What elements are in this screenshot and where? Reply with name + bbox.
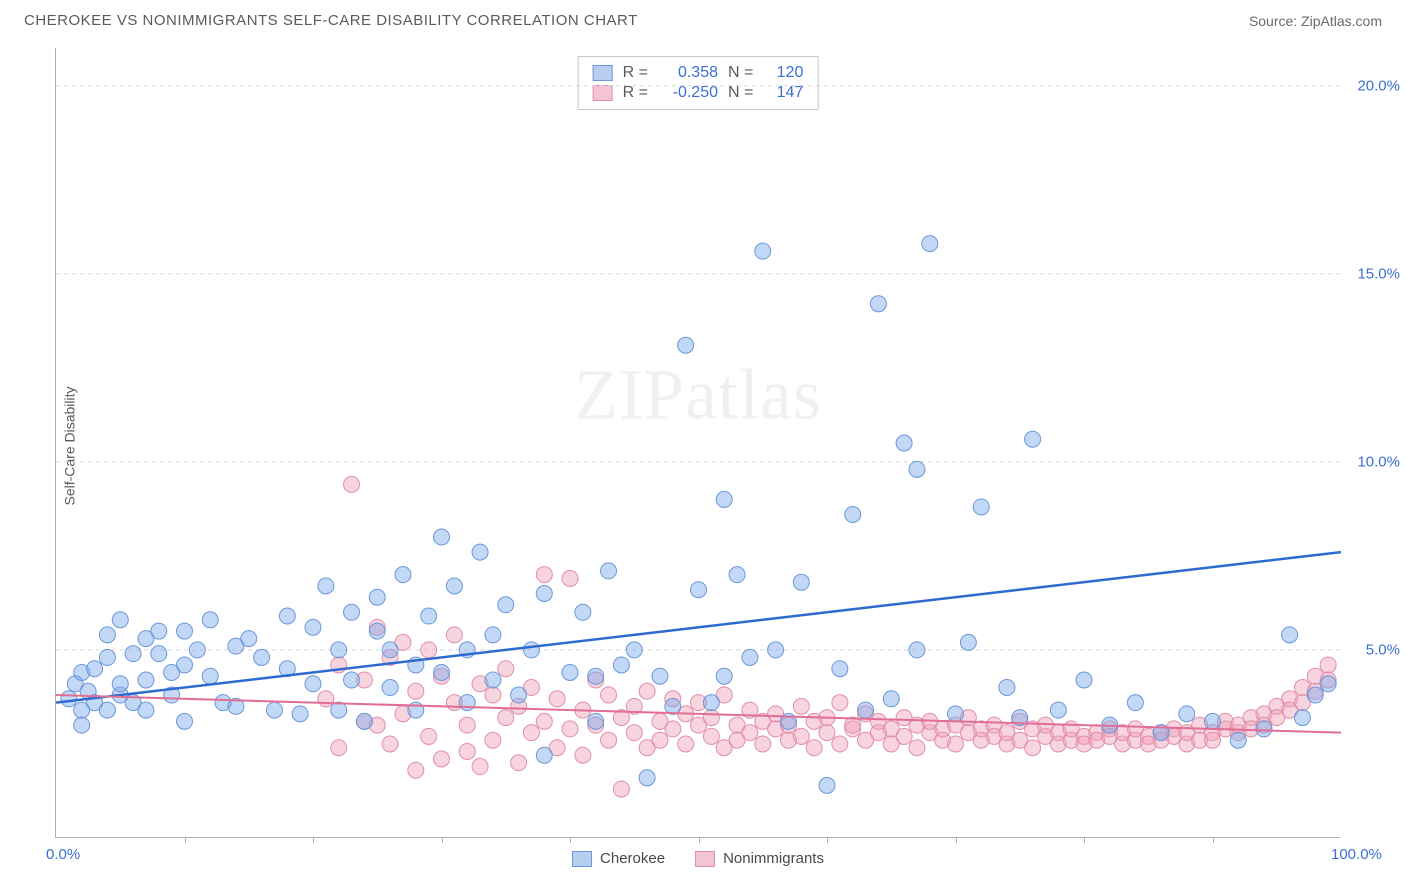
x-tick-mark [570, 837, 571, 843]
x-tick-label: 0.0% [46, 846, 80, 863]
x-tick-mark [699, 837, 700, 843]
scatter-svg [56, 48, 1340, 837]
legend-swatch-cherokee [572, 851, 592, 867]
legend-swatch-nonimmigrants [695, 851, 715, 867]
chart-title: CHEROKEE VS NONIMMIGRANTS SELF-CARE DISA… [24, 12, 638, 29]
chart-source: Source: ZipAtlas.com [1249, 13, 1382, 29]
x-tick-mark [827, 837, 828, 843]
legend-item-nonimmigrants: Nonimmigrants [695, 850, 824, 867]
x-tick-label: 100.0% [1331, 846, 1382, 863]
chart-plot-area: ZIPatlas R = 0.358 N = 120 R = -0.250 N … [55, 48, 1340, 838]
y-tick-label: 5.0% [1366, 641, 1400, 658]
legend-label-cherokee: Cherokee [600, 850, 665, 867]
legend-bottom: Cherokee Nonimmigrants [572, 850, 824, 867]
x-tick-mark [1084, 837, 1085, 843]
y-tick-label: 20.0% [1357, 77, 1400, 94]
x-tick-mark [185, 837, 186, 843]
x-tick-mark [1213, 837, 1214, 843]
y-tick-label: 15.0% [1357, 265, 1400, 282]
legend-item-cherokee: Cherokee [572, 850, 665, 867]
legend-label-nonimmigrants: Nonimmigrants [723, 850, 824, 867]
x-tick-mark [313, 837, 314, 843]
x-tick-mark [956, 837, 957, 843]
chart-header: CHEROKEE VS NONIMMIGRANTS SELF-CARE DISA… [0, 0, 1406, 37]
x-tick-mark [442, 837, 443, 843]
y-tick-label: 10.0% [1357, 453, 1400, 470]
